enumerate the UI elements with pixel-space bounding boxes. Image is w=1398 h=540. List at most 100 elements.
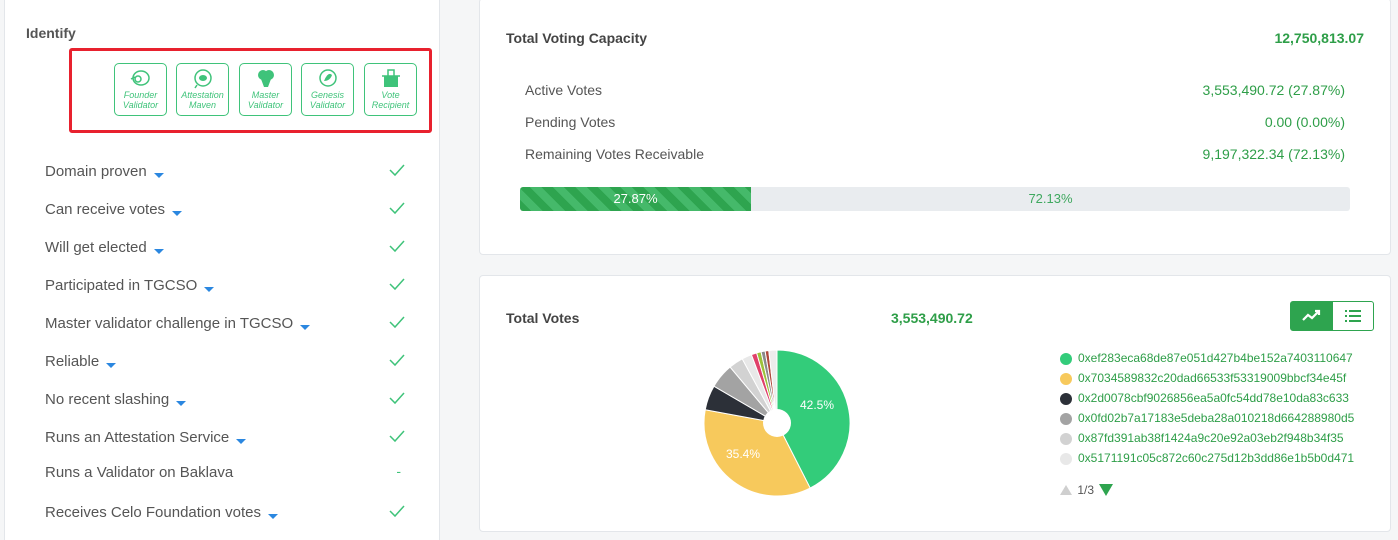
founder-icon bbox=[130, 70, 150, 86]
check-label: Will get elected bbox=[45, 239, 147, 256]
total-votes-value: 3,553,490.72 bbox=[891, 310, 973, 326]
caret-down-icon[interactable] bbox=[204, 287, 214, 292]
legend-address: 0x7034589832c20dad66533f53319009bbcf34e4… bbox=[1078, 371, 1347, 385]
progress-remaining-segment: 72.13% bbox=[1028, 191, 1073, 206]
check-label: Runs an Attestation Service bbox=[45, 429, 230, 446]
pager-next-icon[interactable] bbox=[1099, 484, 1114, 496]
caret-down-icon[interactable] bbox=[154, 249, 164, 254]
caret-down-icon[interactable] bbox=[300, 325, 310, 330]
legend-dot bbox=[1060, 373, 1072, 385]
voting-capacity-total: 12,750,813.07 bbox=[1274, 30, 1364, 46]
pending-votes-row: Pending Votes 0.00 (0.00%) bbox=[525, 114, 1345, 134]
active-votes-value: 3,553,490.72 (27.87%) bbox=[1202, 82, 1345, 98]
check-row: Runs a Validator on Baklava - bbox=[45, 461, 405, 485]
badge-label: Attestation Maven bbox=[181, 90, 224, 110]
legend-dot bbox=[1060, 433, 1072, 445]
check-label: Reliable bbox=[45, 353, 100, 370]
check-icon bbox=[389, 430, 405, 443]
legend-address: 0x0fd02b7a17183e5deba28a010218d664288980… bbox=[1078, 411, 1355, 425]
badge-master-validator[interactable]: Master Validator bbox=[239, 63, 292, 116]
check-icon bbox=[389, 354, 405, 367]
identify-card: Identify Founder Validator Attestation M… bbox=[4, 0, 440, 540]
list-icon bbox=[1345, 310, 1361, 322]
master-icon bbox=[257, 70, 274, 87]
check-icon bbox=[389, 505, 405, 518]
attestation-icon bbox=[193, 69, 212, 89]
check-label: Runs a Validator on Baklava bbox=[45, 464, 234, 481]
total-votes-card: Total Votes 3,553,490.72 42.5% 35.4% 0xef… bbox=[479, 275, 1391, 532]
chart-view-button[interactable] bbox=[1290, 301, 1332, 331]
caret-down-icon[interactable] bbox=[176, 401, 186, 406]
badge-label: Founder Validator bbox=[122, 90, 159, 110]
vote-recipient-icon bbox=[381, 69, 400, 87]
legend-address: 0x87fd391ab38f1424a9c20e92a03eb2f948b34f… bbox=[1078, 431, 1344, 445]
pending-votes-value: 0.00 (0.00%) bbox=[1264, 114, 1345, 130]
legend-dot bbox=[1060, 453, 1072, 465]
view-toggle bbox=[1290, 301, 1374, 331]
status-dash: - bbox=[396, 463, 401, 479]
badge-label: Genesis Validator bbox=[309, 90, 346, 110]
check-row[interactable]: Runs an Attestation Service bbox=[45, 426, 405, 450]
check-label: Master validator challenge in TGCSO bbox=[45, 315, 294, 332]
legend-dot bbox=[1060, 413, 1072, 425]
badge-genesis-validator[interactable]: Genesis Validator bbox=[301, 63, 354, 116]
badge-vote-recipient[interactable]: Vote Recipient bbox=[364, 63, 417, 116]
caret-down-icon[interactable] bbox=[268, 514, 278, 519]
check-row[interactable]: No recent slashing bbox=[45, 388, 405, 412]
pie-slice[interactable] bbox=[703, 409, 811, 497]
trend-chart-icon bbox=[1302, 309, 1321, 321]
voting-capacity-title: Total Voting Capacity bbox=[506, 30, 648, 46]
legend-pager: 1/3 bbox=[1060, 483, 1114, 497]
check-row[interactable]: Master validator challenge in TGCSO bbox=[45, 312, 405, 336]
check-icon bbox=[389, 316, 405, 329]
check-row[interactable]: Participated in TGCSO bbox=[45, 274, 405, 298]
voting-capacity-card: Total Voting Capacity 12,750,813.07 Acti… bbox=[479, 0, 1391, 255]
check-label: Receives Celo Foundation votes bbox=[45, 504, 261, 521]
caret-down-icon[interactable] bbox=[106, 363, 116, 368]
legend-address: 0x2d0078cbf9026856ea5a0fc54dd78e10da83c6… bbox=[1078, 391, 1349, 405]
badge-label: Vote Recipient bbox=[371, 90, 410, 110]
capacity-progress-bar: 27.87% 72.13% bbox=[520, 187, 1350, 211]
check-label: Domain proven bbox=[45, 163, 147, 180]
caret-down-icon[interactable] bbox=[236, 439, 246, 444]
pager-prev-icon[interactable] bbox=[1060, 485, 1072, 495]
check-icon bbox=[389, 392, 405, 405]
pie-label: 42.5% bbox=[800, 398, 834, 412]
active-votes-row: Active Votes 3,553,490.72 (27.87%) bbox=[525, 82, 1345, 102]
check-label: Participated in TGCSO bbox=[45, 277, 198, 294]
legend-dot bbox=[1060, 353, 1072, 365]
progress-active-segment: 27.87% bbox=[520, 187, 751, 211]
pager-label: 1/3 bbox=[1077, 483, 1095, 497]
check-icon bbox=[389, 202, 405, 215]
pie-slice[interactable] bbox=[768, 349, 778, 424]
check-row[interactable]: Receives Celo Foundation votes bbox=[45, 501, 405, 525]
pie-label: 35.4% bbox=[726, 447, 760, 461]
badge-attestation-maven[interactable]: Attestation Maven bbox=[176, 63, 229, 116]
votes-pie-chart: 42.5% 35.4% bbox=[703, 349, 851, 497]
remaining-votes-label: Remaining Votes Receivable bbox=[525, 146, 704, 162]
check-icon bbox=[389, 164, 405, 177]
check-row[interactable]: Will get elected bbox=[45, 236, 405, 260]
legend-dot bbox=[1060, 393, 1072, 405]
check-row[interactable]: Can receive votes bbox=[45, 198, 405, 222]
pie-slice[interactable] bbox=[776, 349, 851, 489]
caret-down-icon[interactable] bbox=[154, 173, 164, 178]
pie-hole bbox=[763, 409, 791, 437]
active-votes-label: Active Votes bbox=[525, 82, 603, 98]
badge-label: Master Validator bbox=[247, 90, 284, 110]
remaining-votes-row: Remaining Votes Receivable 9,197,322.34 … bbox=[525, 146, 1345, 166]
list-view-button[interactable] bbox=[1332, 301, 1374, 331]
check-icon bbox=[389, 278, 405, 291]
caret-down-icon[interactable] bbox=[172, 211, 182, 216]
pending-votes-label: Pending Votes bbox=[525, 114, 616, 130]
check-icon bbox=[389, 240, 405, 253]
check-row[interactable]: Reliable bbox=[45, 350, 405, 374]
check-label: Can receive votes bbox=[45, 201, 166, 218]
badge-founder-validator[interactable]: Founder Validator bbox=[114, 63, 167, 116]
legend-address: 0xef283eca68de87e051d427b4be152a74031106… bbox=[1078, 351, 1353, 365]
remaining-votes-value: 9,197,322.34 (72.13%) bbox=[1202, 146, 1345, 162]
check-label: No recent slashing bbox=[45, 391, 170, 408]
legend-address: 0x5171191c05c872c60c275d12b3dd86e1b5b0d4… bbox=[1078, 451, 1355, 465]
check-row[interactable]: Domain proven bbox=[45, 160, 405, 184]
total-votes-title: Total Votes bbox=[506, 310, 580, 326]
